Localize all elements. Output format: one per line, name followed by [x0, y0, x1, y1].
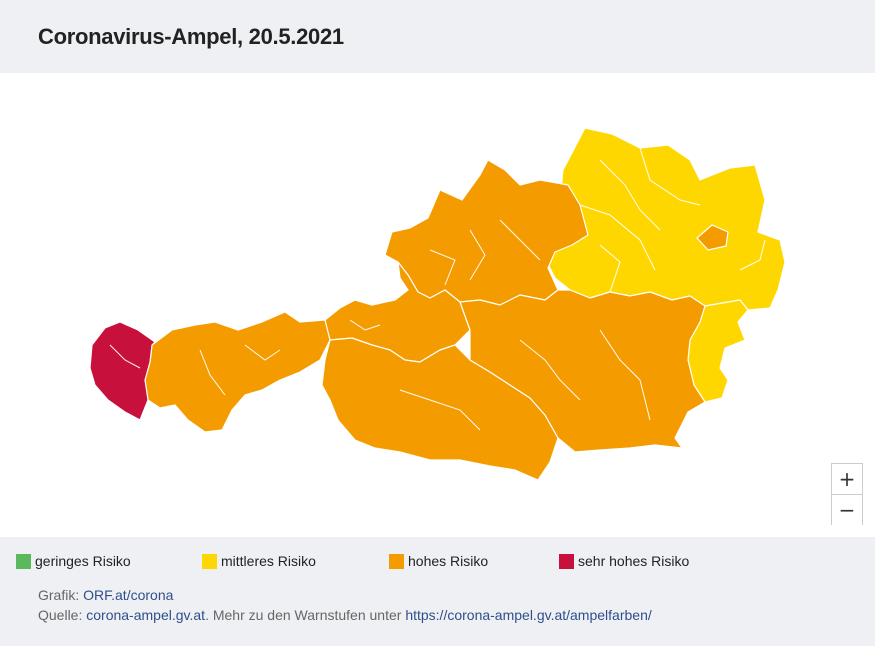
region-vorarlberg[interactable] [89, 321, 156, 421]
zoom-divider [832, 494, 862, 495]
legend-item-hohes: hohes Risiko [389, 553, 488, 569]
legend-swatch [389, 553, 404, 569]
zoom-out-button[interactable]: − [832, 495, 862, 525]
legend-item-sehr-hohes: sehr hohes Risiko [559, 553, 689, 569]
quelle-prefix: Quelle: [38, 607, 87, 623]
legend-label: geringes Risiko [35, 553, 131, 569]
legend-swatch [16, 553, 31, 569]
zoom-in-button[interactable]: + [832, 464, 862, 494]
legend-label: sehr hohes Risiko [578, 553, 690, 569]
legend-label: hohes Risiko [408, 553, 489, 569]
grafik-prefix: Grafik: [38, 587, 84, 603]
region-tirol[interactable] [144, 311, 331, 433]
quelle-middle: . Mehr zu den Warnstufen unter [205, 607, 406, 623]
austria-map[interactable] [0, 73, 875, 537]
legend: geringes Risiko mittleres Risiko hohes R… [0, 553, 875, 573]
legend-swatch [559, 553, 574, 569]
credits-grafik: Grafik: ORF.at/corona [38, 587, 173, 603]
region-wien[interactable] [696, 224, 729, 251]
zoom-control: + − [831, 463, 863, 525]
region-steiermark[interactable] [459, 289, 706, 453]
grafik-link[interactable]: ORF.at/corona [83, 587, 174, 603]
map-area[interactable]: + − [0, 73, 875, 537]
region-kaernten[interactable] [321, 337, 559, 481]
quelle-link[interactable]: corona-ampel.gv.at [86, 607, 206, 623]
legend-item-geringes: geringes Risiko [16, 553, 131, 569]
region-oberoesterreich[interactable] [384, 159, 589, 306]
legend-swatch [202, 553, 217, 569]
ampelfarben-link[interactable]: https://corona-ampel.gv.at/ampelfarben/ [405, 607, 652, 623]
credits-quelle: Quelle: corona-ampel.gv.at. Mehr zu den … [38, 607, 652, 623]
header: Coronavirus-Ampel, 20.5.2021 [0, 0, 875, 73]
legend-label: mittleres Risiko [221, 553, 316, 569]
page-title: Coronavirus-Ampel, 20.5.2021 [38, 24, 344, 49]
legend-item-mittleres: mittleres Risiko [202, 553, 316, 569]
